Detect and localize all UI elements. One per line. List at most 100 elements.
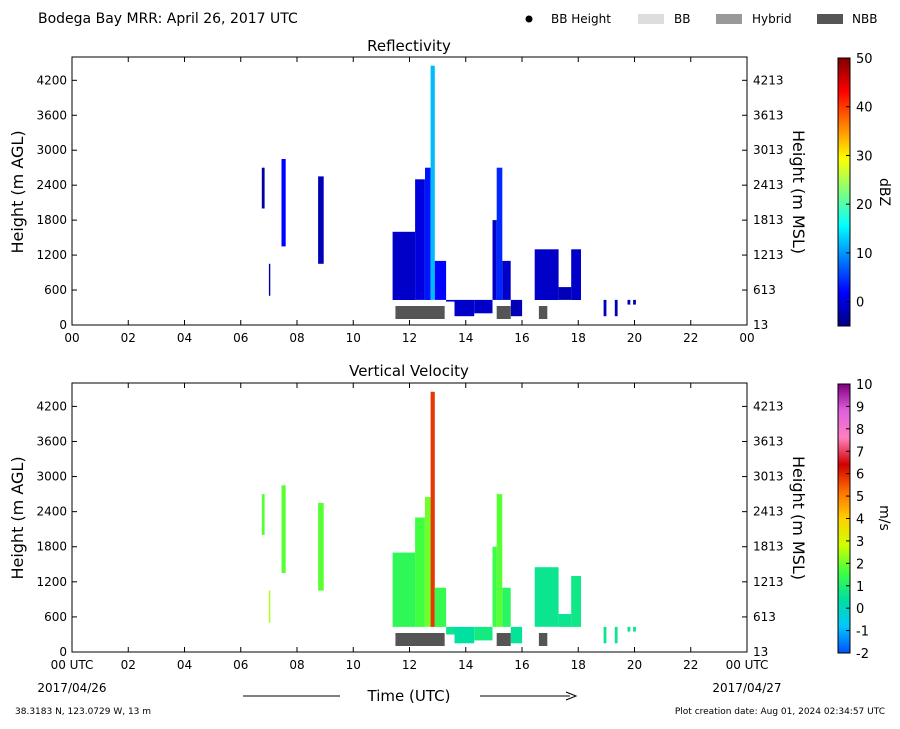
y-tick-label: 2400	[36, 505, 67, 519]
echo-column-3	[318, 176, 324, 264]
y-tick-label-right: 4213	[753, 73, 784, 87]
echo-column-14	[502, 260, 511, 300]
echo-column-13	[496, 167, 503, 300]
echo-column-22	[633, 626, 636, 632]
colorbar-tick-label: 20	[856, 198, 873, 213]
legend-patch-bb	[638, 14, 664, 24]
echo-column-13	[496, 494, 503, 627]
x-tick-label: 00	[739, 331, 754, 345]
colorbar-tick-label: 50	[856, 52, 873, 67]
echo-column-14	[502, 587, 511, 627]
legend-patch-nbb	[817, 14, 843, 24]
echo-column-8	[434, 260, 447, 300]
echo-column-3	[318, 502, 324, 591]
y-tick-label: 1800	[36, 540, 67, 554]
echo-column-0	[261, 167, 265, 209]
colorbar-tick-label: 4	[856, 513, 864, 528]
figure-title: Bodega Bay MRR: April 26, 2017 UTC	[38, 11, 298, 27]
y-tick-label: 0	[59, 318, 67, 332]
x-tick-label: 10	[346, 331, 361, 345]
echo-column-7	[430, 391, 435, 627]
echo-column-10	[454, 626, 475, 644]
echo-column-0	[261, 494, 265, 535]
y-tick-label: 2400	[36, 178, 67, 192]
y-tick-label: 1200	[36, 248, 67, 262]
left-axis-label: Height (m AGL)	[8, 456, 27, 579]
x-tick-label: 16	[514, 331, 529, 345]
echo-column-20	[614, 299, 618, 317]
colorbar-tick-label: 0	[856, 602, 864, 617]
echo-column-11	[474, 299, 493, 314]
reflectivity-panel: Reflectivity Height (m AGL) Height (m MS…	[8, 37, 892, 345]
echo-column-1	[268, 590, 271, 623]
colorbar-tick-label: 2	[856, 557, 864, 572]
echo-column-6	[425, 497, 431, 627]
x-tick-label: 18	[571, 658, 586, 672]
colorbar-tick-label: 10	[856, 247, 873, 262]
y-tick-label: 3000	[36, 143, 67, 157]
right-axis-label: Height (m MSL)	[789, 456, 808, 580]
colorbar-tick-label: 40	[856, 101, 873, 116]
echo-column-18	[571, 249, 581, 300]
colorbar-tick-label: 8	[856, 423, 864, 438]
start-date-label: 2017/04/26	[37, 681, 106, 695]
y-tick-label-right: 1213	[753, 248, 784, 262]
echo-column-5	[415, 517, 425, 627]
y-tick-label: 3600	[36, 434, 67, 448]
echo-column-15	[510, 299, 523, 317]
x-tick-label: 20	[627, 331, 642, 345]
colorbar-tick-label: 1	[856, 580, 864, 595]
colorbar-tick-label: 30	[856, 149, 873, 164]
echo-column-17	[558, 614, 572, 627]
echo-column-5	[415, 179, 425, 300]
y-tick-label-right: 13	[753, 645, 768, 659]
echo-column-20	[614, 626, 618, 644]
echo-column-16	[534, 249, 559, 300]
x-tick-label: 04	[177, 331, 192, 345]
echo-column-18	[571, 576, 581, 627]
colorbar-tick-label: 10	[856, 378, 873, 393]
y-tick-label: 600	[44, 610, 67, 624]
echo-column-6	[425, 167, 431, 300]
x-tick-label: 12	[402, 331, 417, 345]
y-tick-label: 3000	[36, 470, 67, 484]
x-tick-label: 20	[627, 658, 642, 672]
y-tick-label: 1200	[36, 575, 67, 589]
panel-title: Vertical Velocity	[349, 362, 469, 380]
colorbar-tick-label: -2	[856, 647, 869, 662]
location-text: 38.3183 N, 123.0729 W, 13 m	[15, 707, 151, 717]
x-tick-label: 08	[289, 658, 304, 672]
legend-label: BB Height	[551, 12, 611, 26]
x-tick-label: 22	[683, 331, 698, 345]
echo-column-16	[534, 567, 559, 627]
echo-column-11	[474, 626, 493, 641]
y-tick-label-right: 3013	[753, 143, 784, 157]
nbb-period-bar-1	[496, 633, 511, 646]
x-tick-label: 10	[346, 658, 361, 672]
colorbar-label: m/s	[876, 505, 892, 531]
legend-label: BB	[674, 12, 690, 26]
end-date-label: 2017/04/27	[712, 681, 781, 695]
echo-column-21	[627, 626, 631, 632]
echo-column-8	[434, 587, 447, 627]
y-tick-label-right: 3613	[753, 108, 784, 122]
y-tick-label-right: 1813	[753, 540, 784, 554]
right-axis-label: Height (m MSL)	[789, 130, 808, 254]
y-tick-label-right: 3013	[753, 470, 784, 484]
x-tick-label: 18	[571, 331, 586, 345]
echo-column-12	[492, 220, 497, 300]
header-legend: BB Height BB Hybrid NBB	[525, 12, 877, 26]
legend-label: NBB	[852, 12, 877, 26]
echo-column-19	[603, 299, 607, 317]
echo-column-9	[446, 626, 455, 635]
nbb-period-bar-0	[395, 306, 445, 319]
y-tick-label-right: 13	[753, 318, 768, 332]
y-tick-label-right: 613	[753, 610, 776, 624]
colorbar-tick-label: 0	[856, 296, 864, 311]
legend-patch-hybrid	[716, 14, 742, 24]
nbb-period-bar-2	[538, 306, 548, 319]
creation-date-text: Plot creation date: Aug 01, 2024 02:34:5…	[675, 707, 885, 717]
echo-column-1	[268, 263, 271, 296]
vertical-velocity-panel: Vertical Velocity Height (m AGL) Height …	[8, 362, 892, 672]
y-tick-label: 0	[59, 645, 67, 659]
